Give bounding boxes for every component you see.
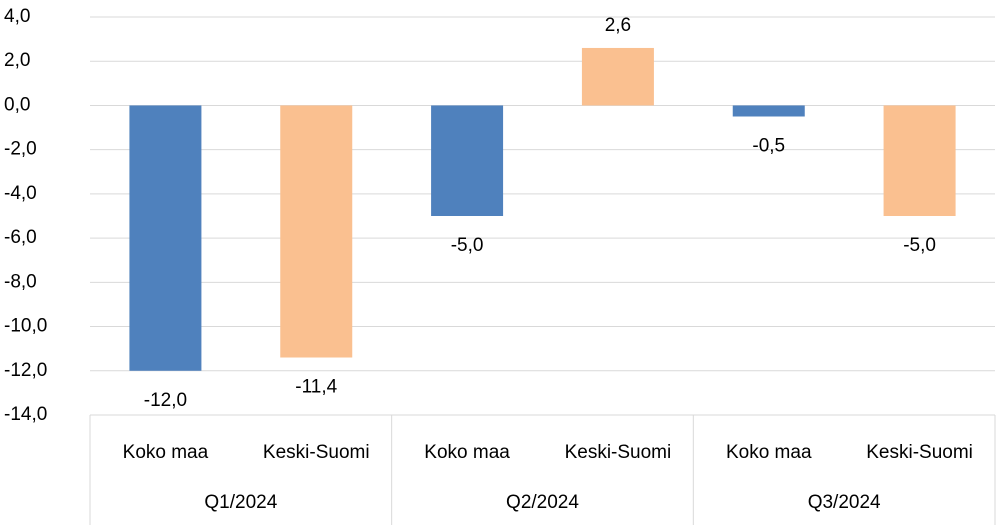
y-tick-label: -10,0 bbox=[4, 316, 47, 337]
bar bbox=[883, 105, 956, 216]
bar bbox=[732, 105, 805, 117]
value-label: -12,0 bbox=[144, 390, 187, 411]
x-tick-label: Keski-Suomi bbox=[866, 442, 973, 463]
y-tick-label: -4,0 bbox=[4, 183, 37, 204]
y-tick-label: -6,0 bbox=[4, 227, 37, 248]
bar bbox=[129, 105, 202, 371]
bar bbox=[280, 105, 353, 358]
x-tick-label: Koko maa bbox=[726, 442, 812, 463]
x-tick-label: Keski-Suomi bbox=[565, 442, 672, 463]
y-tick-label: 2,0 bbox=[4, 50, 30, 71]
x-group-label: Q1/2024 bbox=[204, 492, 277, 513]
value-label: -5,0 bbox=[451, 235, 484, 256]
x-tick-label: Koko maa bbox=[424, 442, 510, 463]
value-label: 2,6 bbox=[605, 15, 631, 36]
y-tick-label: -14,0 bbox=[4, 404, 47, 425]
x-tick-label: Koko maa bbox=[123, 442, 209, 463]
x-group-label: Q2/2024 bbox=[506, 492, 579, 513]
bar bbox=[431, 105, 504, 216]
value-label: -0,5 bbox=[752, 136, 785, 157]
bar bbox=[581, 47, 654, 106]
value-label: -5,0 bbox=[903, 235, 936, 256]
x-tick-label: Keski-Suomi bbox=[263, 442, 370, 463]
y-tick-label: 4,0 bbox=[4, 6, 30, 27]
y-tick-label: -2,0 bbox=[4, 139, 37, 160]
value-label: -11,4 bbox=[295, 377, 337, 398]
y-tick-label: -12,0 bbox=[4, 360, 47, 381]
x-group-label: Q3/2024 bbox=[808, 492, 881, 513]
y-tick-label: -8,0 bbox=[4, 271, 37, 292]
y-tick-label: 0,0 bbox=[4, 94, 30, 115]
